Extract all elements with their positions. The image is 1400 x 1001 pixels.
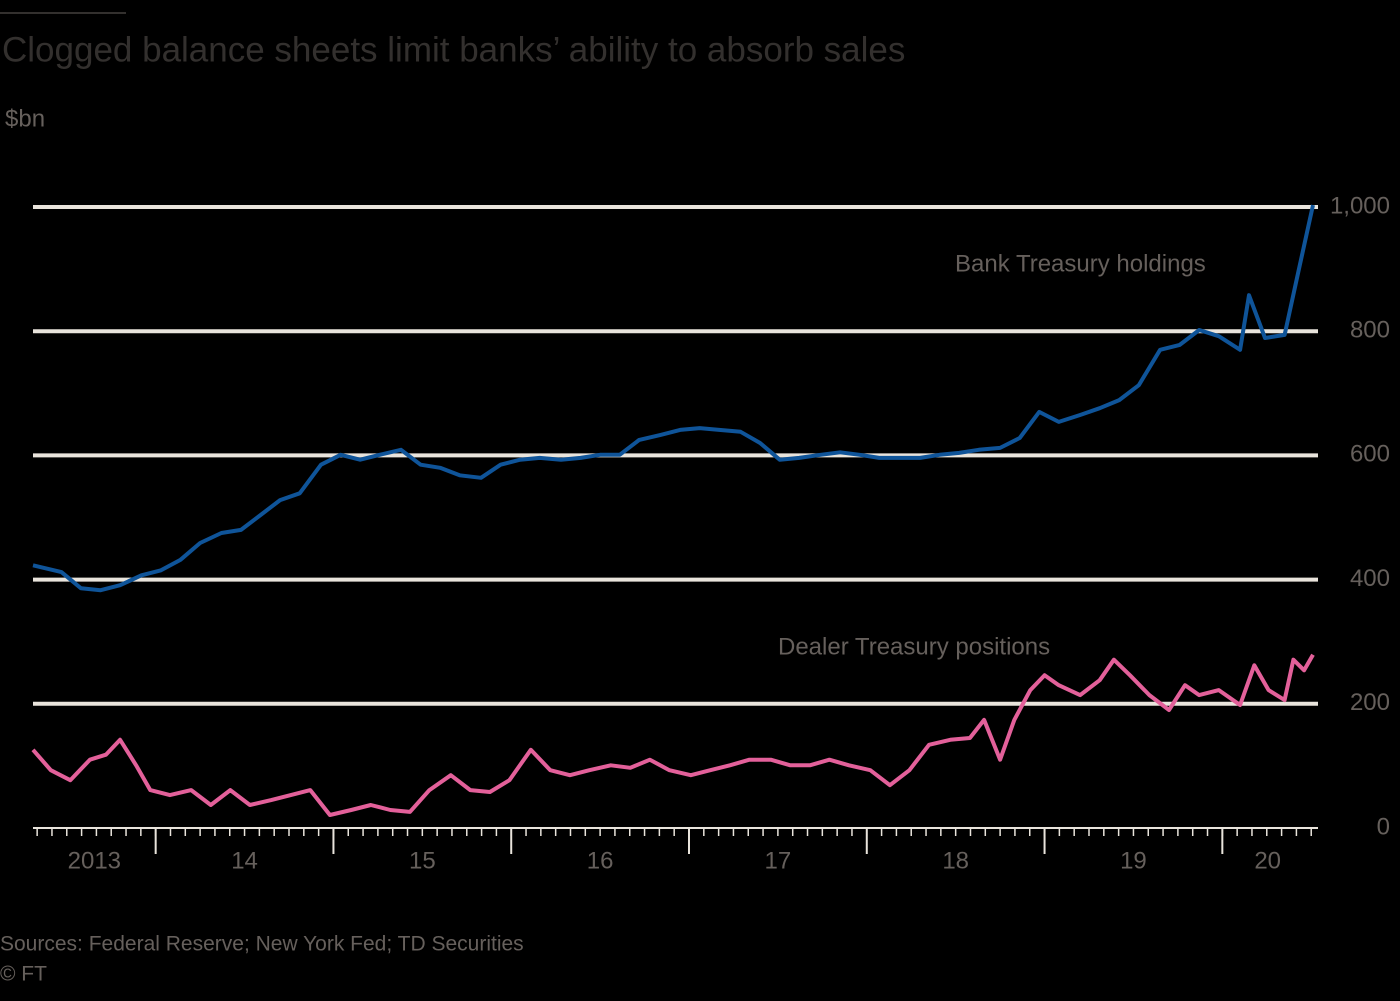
x-tick-label: 15 bbox=[409, 847, 436, 874]
series-line bbox=[32, 204, 1315, 593]
y-tick-label: 0 bbox=[1377, 813, 1390, 840]
series-label: Bank Treasury holdings bbox=[955, 250, 1206, 277]
x-tick-label: 19 bbox=[1120, 847, 1147, 874]
x-tick-label: 18 bbox=[942, 847, 969, 874]
x-tick-label: 17 bbox=[765, 847, 792, 874]
y-tick-label: 600 bbox=[1350, 441, 1390, 468]
y-tick-label: 400 bbox=[1350, 565, 1390, 592]
credit: © FT bbox=[0, 963, 47, 986]
source: Sources: Federal Reserve; New York Fed; … bbox=[0, 933, 524, 956]
x-tick-label: 16 bbox=[587, 847, 614, 874]
x-tick-label: 14 bbox=[231, 847, 258, 874]
x-tick-label: 20 bbox=[1254, 847, 1281, 874]
x-tick-label: 2013 bbox=[68, 847, 121, 874]
y-tick-label: 800 bbox=[1350, 317, 1390, 344]
series-line bbox=[31, 653, 1315, 817]
y-tick-label: 200 bbox=[1350, 689, 1390, 716]
chart-title: Clogged balance sheets limit banks’ abil… bbox=[2, 30, 905, 69]
y-axis-unit: $bn bbox=[5, 105, 45, 132]
series-label: Dealer Treasury positions bbox=[778, 633, 1050, 660]
y-tick-label: 1,000 bbox=[1330, 192, 1390, 219]
